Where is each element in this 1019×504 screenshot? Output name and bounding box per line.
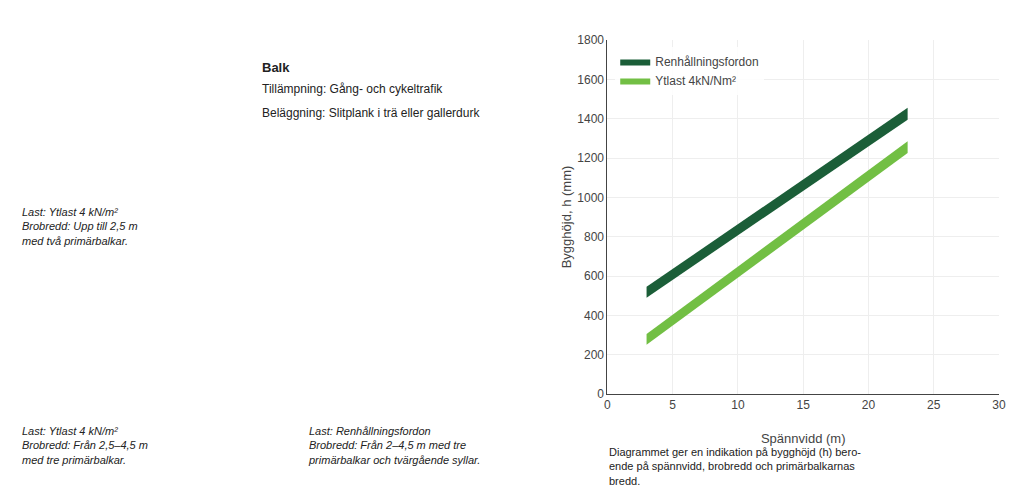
- svg-text:5: 5: [669, 398, 676, 412]
- svg-text:800: 800: [584, 230, 604, 244]
- svg-text:Last: Ytlast 4 kN/m²Brobredd:: Last: Ytlast 4 kN/m²Brobredd: Upp till 2…: [22, 206, 138, 247]
- svg-text:1000: 1000: [577, 191, 604, 205]
- svg-text:20: 20: [862, 398, 876, 412]
- svg-text:Renhållningsfordon: Renhållningsfordon: [655, 55, 758, 69]
- svg-text:Bygghöjd, h (mm): Bygghöjd, h (mm): [559, 166, 574, 269]
- svg-text:400: 400: [584, 309, 604, 323]
- svg-text:600: 600: [584, 269, 604, 283]
- svg-text:Tillämpning: Gång- och cykeltr: Tillämpning: Gång- och cykeltrafik: [262, 82, 443, 96]
- svg-text:Last: Ytlast 4 kN/m²Brobredd:: Last: Ytlast 4 kN/m²Brobredd: Från 2,5–4…: [22, 425, 148, 466]
- svg-text:200: 200: [584, 348, 604, 362]
- svg-text:Spännvidd (m): Spännvidd (m): [761, 431, 846, 446]
- svg-text:25: 25: [927, 398, 941, 412]
- svg-text:10: 10: [731, 398, 745, 412]
- svg-text:Diagrammet ger en indikation p: Diagrammet ger en indikation på bygghöjd…: [609, 446, 861, 487]
- svg-text:Ytlast 4kN/Nm²: Ytlast 4kN/Nm²: [655, 74, 736, 88]
- svg-text:1800: 1800: [577, 33, 604, 47]
- svg-text:15: 15: [797, 398, 811, 412]
- svg-text:1400: 1400: [577, 112, 604, 126]
- svg-text:Balk: Balk: [262, 60, 290, 75]
- svg-text:1200: 1200: [577, 151, 604, 165]
- svg-text:Beläggning: Slitplank i trä el: Beläggning: Slitplank i trä eller galler…: [262, 106, 480, 120]
- svg-text:0: 0: [597, 387, 604, 401]
- svg-text:1600: 1600: [577, 73, 604, 87]
- svg-text:Last: RenhållningsfordonBrobre: Last: RenhållningsfordonBrobredd: Från 2…: [308, 425, 480, 466]
- svg-text:30: 30: [992, 398, 1006, 412]
- svg-text:0: 0: [604, 398, 611, 412]
